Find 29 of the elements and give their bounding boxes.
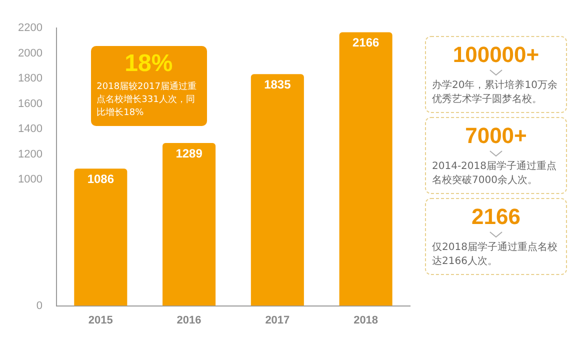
bar <box>250 74 304 306</box>
data-label: 2166 <box>352 36 380 50</box>
bar <box>74 168 128 306</box>
text: 100000+ <box>452 42 540 68</box>
data-label: 1835 <box>264 77 292 92</box>
x-tick-label: 2018 <box>354 314 378 326</box>
x-tick-label: 2017 <box>265 314 290 326</box>
text: 2014-2018届学子通过重点名校突破7000余人次。 <box>432 160 558 188</box>
bar <box>162 143 216 306</box>
text: 2166 <box>470 204 522 230</box>
annotation: 2018届较2017届通过重点名校增长331人次，同比增长18% <box>96 81 198 120</box>
y-tick-label: 2200 <box>18 22 42 34</box>
text: 7000+ <box>464 123 528 149</box>
callout-box: 18% 2018届较2017届通过重点名校增长331人次，同比增长18% <box>90 46 207 126</box>
text: 仅2018届学子通过重点名校达2166人次。 <box>432 241 558 269</box>
y-tick-label: 1600 <box>18 98 42 110</box>
y-tick-label: 1800 <box>18 72 42 85</box>
y-tick-label: 0 <box>36 300 42 312</box>
y-tick-label: 1200 <box>18 148 42 160</box>
data-label: 1086 <box>87 172 114 186</box>
annotation: 18% <box>124 50 174 78</box>
x-tick-label: 2015 <box>88 314 113 326</box>
text: 办学20年，累计培养10万余优秀艺术学子圆梦名校。 <box>432 79 558 107</box>
y-tick-label: 1000 <box>18 174 42 186</box>
bar <box>339 32 392 306</box>
x-tick-label: 2016 <box>176 314 202 326</box>
data-label: 1289 <box>176 146 203 160</box>
y-tick-label: 1400 <box>18 123 42 136</box>
y-tick-label: 2000 <box>18 47 42 60</box>
